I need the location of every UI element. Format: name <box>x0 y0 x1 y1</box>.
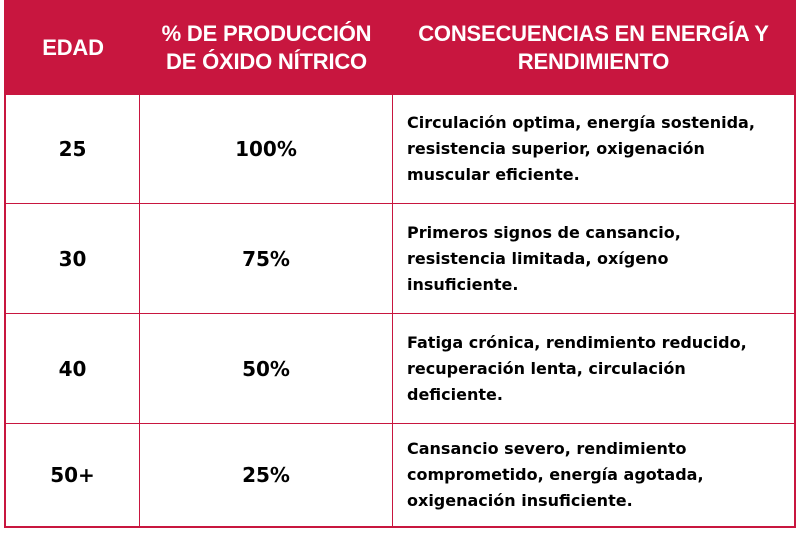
row-2-consequence: Primeros signos de cansancio, resistenci… <box>393 204 794 314</box>
row-4-percent: 25% <box>140 424 393 526</box>
row-3-percent: 50% <box>140 314 393 424</box>
row-2-age: 30 <box>6 204 140 314</box>
header-age: EDAD <box>6 0 140 95</box>
row-1-age: 25 <box>6 95 140 204</box>
row-4-age: 50+ <box>6 424 140 526</box>
row-1-consequence: Circulación optima, energía sostenida, r… <box>393 95 794 204</box>
row-2-percent: 75% <box>140 204 393 314</box>
row-1-percent: 100% <box>140 95 393 204</box>
header-production: % DE PRODUCCIÓN DE ÓXIDO NÍTRICO <box>140 0 393 95</box>
row-4-consequence: Cansancio severo, rendimiento comprometi… <box>407 439 704 510</box>
nitric-oxide-table: EDAD % DE PRODUCCIÓN DE ÓXIDO NÍTRICO CO… <box>4 0 796 528</box>
header-consequences: CONSECUENCIAS EN ENERGÍA Y RENDIMIENTO <box>393 0 794 95</box>
row-3-age: 40 <box>6 314 140 424</box>
row-3-consequence: Fatiga crónica, rendimiento reducido, re… <box>393 314 794 424</box>
